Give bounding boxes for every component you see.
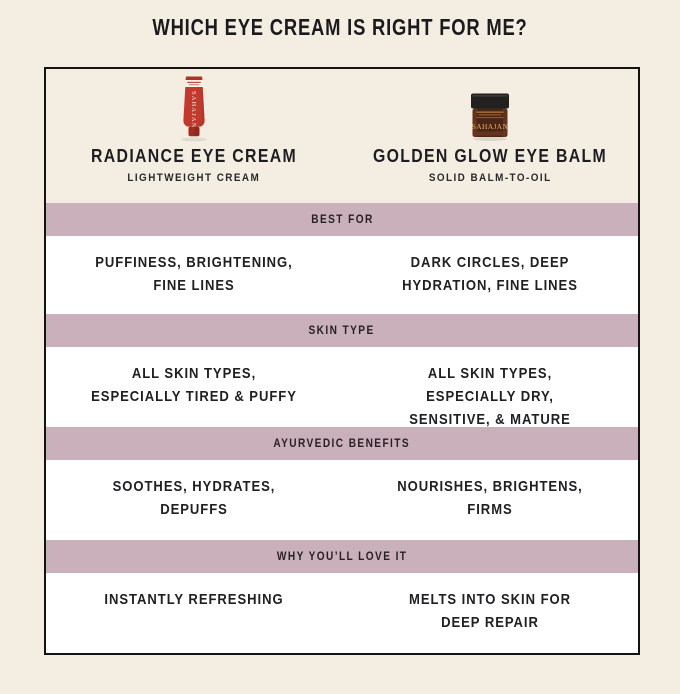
cell-why-love-right: MELTS INTO SKIN FOR DEEP REPAIR: [342, 588, 638, 653]
cell-text-line: HYDRATION, FINE LINES: [402, 277, 578, 294]
cell-text-line: PUFFINESS, BRIGHTENING,: [95, 254, 293, 271]
product-name-golden-glow: GOLDEN GLOW EYE BALM: [372, 146, 608, 166]
cell-skin-type-right: ALL SKIN TYPES, ESPECIALLY DRY, SENSITIV…: [342, 362, 638, 428]
comparison-table: SAHAJAN RADIANCE EYE CREAM LIGHTWEIGHT C…: [44, 67, 640, 655]
cell-text-line: NOURISHES, BRIGHTENS,: [397, 478, 583, 495]
tube-brand-text: SAHAJAN: [190, 91, 197, 129]
cell-text-line: ESPECIALLY DRY,: [426, 388, 554, 405]
row-band-label: WHY YOU’LL LOVE IT: [276, 550, 408, 563]
cell-text-line: ALL SKIN TYPES,: [427, 365, 553, 382]
product-golden-glow-eye-balm: SAHAJAN GOLDEN GLOW EYE BALM SOLID BALM-…: [342, 69, 638, 203]
cell-text-line: MELTS INTO SKIN FOR: [409, 591, 571, 608]
product-header-row: SAHAJAN RADIANCE EYE CREAM LIGHTWEIGHT C…: [46, 69, 638, 203]
cell-text-line: FINE LINES: [153, 277, 235, 294]
jar-brand-text: SAHAJAN: [472, 122, 509, 131]
cell-text-line: SENSITIVE, & MATURE: [409, 411, 571, 428]
row-band-why-love-it: WHY YOU’LL LOVE IT: [46, 540, 638, 573]
golden-glow-jar-icon: SAHAJAN: [464, 72, 516, 142]
product-radiance-eye-cream: SAHAJAN RADIANCE EYE CREAM LIGHTWEIGHT C…: [46, 69, 342, 203]
product-subtitle-radiance: LIGHTWEIGHT CREAM: [127, 172, 261, 184]
cell-text-line: DEPUFFS: [160, 501, 228, 518]
infographic: WHICH EYE CREAM IS RIGHT FOR ME? SAHAJAN: [0, 14, 680, 655]
row-band-label: AYURVEDIC BENEFITS: [273, 437, 411, 450]
row-content-skin-type: ALL SKIN TYPES, ESPECIALLY TIRED & PUFFY…: [46, 347, 638, 428]
cell-text-line: INSTANTLY REFRESHING: [104, 591, 284, 608]
row-band-ayurvedic-benefits: AYURVEDIC BENEFITS: [46, 427, 638, 460]
radiance-tube-icon: SAHAJAN: [171, 72, 217, 142]
cell-ayurvedic-right: NOURISHES, BRIGHTENS, FIRMS: [342, 475, 638, 540]
cell-text-line: DARK CIRCLES, DEEP: [410, 254, 570, 271]
row-band-label: BEST FOR: [310, 213, 374, 226]
cell-text-line: SOOTHES, HYDRATES,: [112, 478, 276, 495]
row-content-ayurvedic-benefits: SOOTHES, HYDRATES, DEPUFFS NOURISHES, BR…: [46, 460, 638, 540]
cell-best-for-right: DARK CIRCLES, DEEP HYDRATION, FINE LINES: [342, 251, 638, 314]
cell-ayurvedic-left: SOOTHES, HYDRATES, DEPUFFS: [46, 475, 342, 540]
cell-why-love-left: INSTANTLY REFRESHING: [46, 588, 342, 653]
row-band-best-for: BEST FOR: [46, 203, 638, 236]
cell-text-line: ALL SKIN TYPES,: [131, 365, 257, 382]
row-band-label: SKIN TYPE: [308, 324, 376, 337]
cell-text-line: FIRMS: [467, 501, 513, 518]
cell-text-line: DEEP REPAIR: [441, 614, 539, 631]
page-title: WHICH EYE CREAM IS RIGHT FOR ME?: [152, 14, 528, 40]
row-content-why-love-it: INSTANTLY REFRESHING MELTS INTO SKIN FOR…: [46, 573, 638, 653]
cell-skin-type-left: ALL SKIN TYPES, ESPECIALLY TIRED & PUFFY: [46, 362, 342, 427]
row-band-skin-type: SKIN TYPE: [46, 314, 638, 347]
row-content-best-for: PUFFINESS, BRIGHTENING, FINE LINES DARK …: [46, 236, 638, 314]
product-name-radiance: RADIANCE EYE CREAM: [91, 146, 297, 166]
product-subtitle-golden-glow: SOLID BALM-TO-OIL: [428, 172, 552, 184]
cell-best-for-left: PUFFINESS, BRIGHTENING, FINE LINES: [46, 251, 342, 314]
cell-text-line: ESPECIALLY TIRED & PUFFY: [91, 388, 297, 405]
